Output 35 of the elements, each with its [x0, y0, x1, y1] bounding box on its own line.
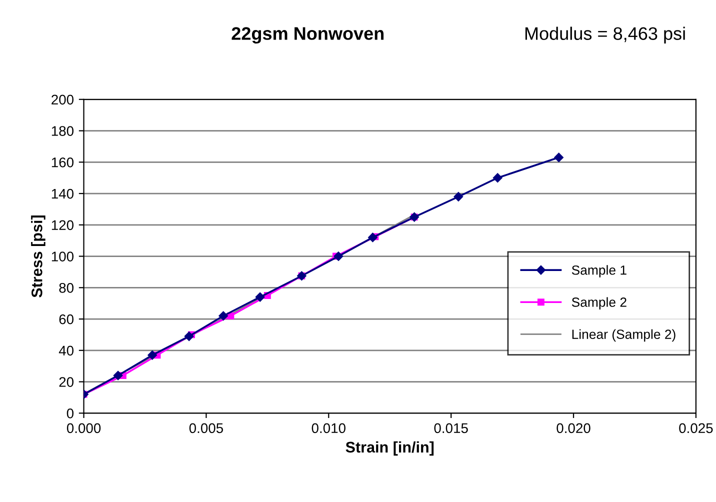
legend-label: Linear (Sample 2) — [572, 329, 676, 342]
x-tick-label: 0.000 — [66, 423, 101, 434]
x-tick-label: 0.015 — [434, 423, 468, 434]
legend-label: Sample 2 — [572, 297, 626, 310]
x-tick-label: 0.025 — [679, 423, 713, 434]
point — [113, 370, 123, 380]
x-tick-label: 0.005 — [189, 423, 224, 434]
y-tick-label: 100 — [52, 252, 74, 262]
x-axis-title: Strain [in/in] — [346, 441, 434, 456]
point — [255, 292, 265, 302]
x-tick-label: 0.010 — [312, 423, 346, 434]
y-tick-label: 120 — [52, 220, 74, 230]
y-tick-label: 0 — [66, 408, 74, 418]
point — [334, 252, 344, 261]
y-tick-label: 20 — [59, 377, 74, 387]
chart-title: 22gsm Nonwoven — [232, 27, 384, 44]
y-tick-label: 80 — [59, 282, 74, 293]
y-tick-label: 40 — [58, 346, 74, 356]
point — [492, 173, 502, 182]
y-tick-label: 160 — [52, 157, 74, 168]
y-tick-label: 180 — [52, 126, 74, 136]
point — [148, 350, 157, 360]
point — [368, 232, 378, 242]
point — [454, 192, 464, 202]
y-tick-label: 60 — [59, 314, 74, 324]
y-tick-label: 140 — [52, 188, 74, 199]
y-axis-title: Stress [psi] — [31, 216, 46, 298]
y-tick-label: 200 — [52, 94, 74, 105]
x-tick-label: 0.020 — [556, 423, 590, 434]
legend-label: Sample 1 — [572, 265, 626, 278]
point — [227, 312, 234, 320]
point — [184, 332, 194, 341]
point — [218, 311, 228, 321]
point — [554, 152, 564, 162]
text: Modulus = 8,463 psi — [525, 26, 685, 44]
